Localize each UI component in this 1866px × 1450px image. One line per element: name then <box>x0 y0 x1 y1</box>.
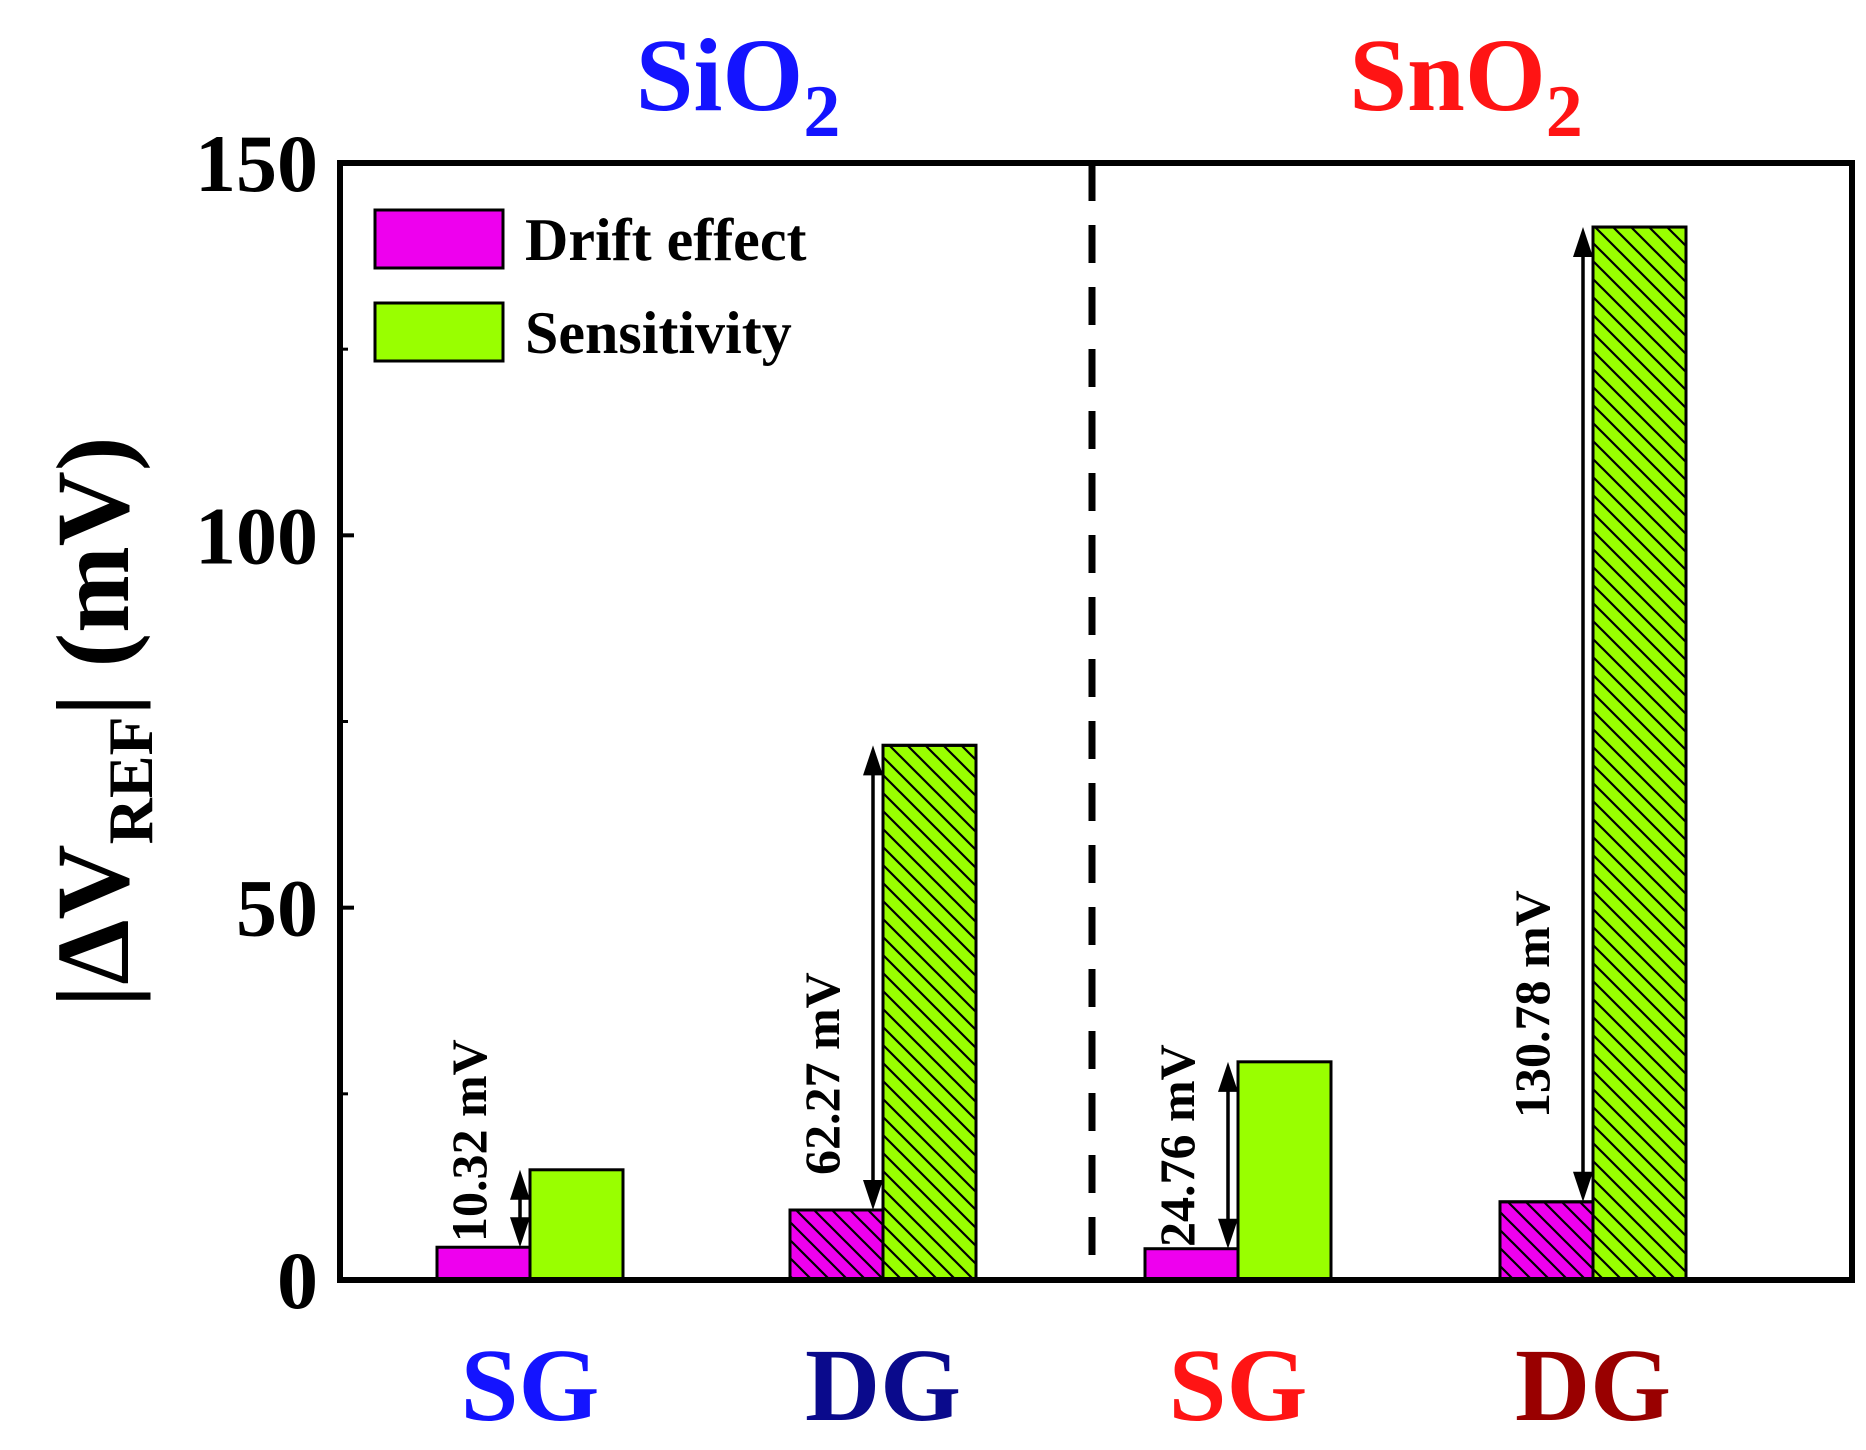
legend-swatch-2 <box>373 301 505 363</box>
y-tick-label-100: 100 <box>195 490 318 581</box>
sensitivity-hatch-2 <box>881 743 978 1282</box>
annotation-arrowhead-bottom-1 <box>510 1217 530 1248</box>
legend-label-1: Drift effect <box>525 207 806 273</box>
y-axis-label-bar-left: | <box>36 985 151 1008</box>
y-tick-label-0: 0 <box>277 1235 318 1326</box>
y-axis-label-unit: (mV) <box>36 436 151 693</box>
sensitivity-bar-3 <box>1236 1060 1333 1282</box>
annotation-label-4: 130.78 mV <box>1504 890 1560 1118</box>
drift-hatch-2 <box>788 1208 885 1282</box>
annotation-arrowhead-top-2 <box>863 745 883 776</box>
annotation-arrowhead-top-3 <box>1218 1061 1238 1092</box>
y-axis-label-delta: Δ <box>36 919 151 984</box>
annotation-arrowhead-top-4 <box>1573 227 1593 258</box>
y-axis-label-bar-right: | <box>36 693 151 716</box>
category-label-1: SG <box>461 1328 600 1443</box>
drift-hatch-4 <box>1498 1200 1595 1282</box>
category-label-2: DG <box>805 1328 961 1443</box>
annotation-arrowhead-bottom-3 <box>1218 1218 1238 1249</box>
group-title-1: SiO2 <box>636 18 841 153</box>
y-axis-label-v: V <box>36 844 151 919</box>
group-title-subscript-2: 2 <box>1546 71 1583 153</box>
y-tick-label-50: 50 <box>236 863 318 954</box>
drift-bar-3 <box>1143 1247 1240 1282</box>
drift-bar-1 <box>435 1245 532 1282</box>
annotation-arrowhead-bottom-4 <box>1573 1171 1593 1202</box>
annotation-arrowhead-bottom-2 <box>863 1180 883 1211</box>
category-label-3: SG <box>1169 1328 1308 1443</box>
sensitivity-bar-1 <box>528 1168 625 1282</box>
annotation-label-3: 24.76 mV <box>1149 1044 1205 1247</box>
sensitivity-hatch-4 <box>1591 225 1688 1282</box>
legend-label-2: Sensitivity <box>525 300 792 366</box>
y-tick-label-150: 150 <box>195 118 318 209</box>
annotation-label-1: 10.32 mV <box>441 1039 497 1242</box>
legend-swatch-1 <box>373 208 505 270</box>
category-label-4: DG <box>1515 1328 1671 1443</box>
annotation-label-2: 62.27 mV <box>794 972 850 1175</box>
group-title-subscript-1: 2 <box>803 71 840 153</box>
group-title-2: SnO2 <box>1349 18 1583 153</box>
y-axis-label: |ΔVREF| (mV) <box>36 436 166 1007</box>
group-title-material-1: SiO <box>636 18 804 133</box>
group-title-material-2: SnO <box>1349 18 1546 133</box>
y-axis-label-subscript: REF <box>95 716 166 844</box>
annotation-arrowhead-top-1 <box>510 1169 530 1200</box>
